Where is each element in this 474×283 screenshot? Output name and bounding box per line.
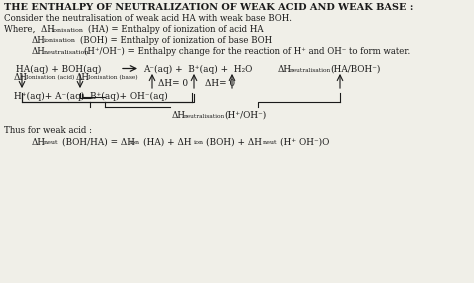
Text: (H⁺ OH⁻)O: (H⁺ OH⁻)O xyxy=(280,138,329,147)
Text: HA(aq) + BOH(aq): HA(aq) + BOH(aq) xyxy=(16,65,101,74)
Text: neutralisation: neutralisation xyxy=(44,50,90,55)
Text: (BOH) = Enthalpy of ionization of base BOH: (BOH) = Enthalpy of ionization of base B… xyxy=(80,36,272,45)
Text: (BOH) + ΔH: (BOH) + ΔH xyxy=(206,138,262,147)
Text: Consider the neutralisation of weak acid HA with weak base BOH.: Consider the neutralisation of weak acid… xyxy=(4,14,292,23)
Text: ΔH: ΔH xyxy=(278,65,292,74)
Text: Where,  ΔH: Where, ΔH xyxy=(4,25,55,34)
Text: ΔH: ΔH xyxy=(32,36,46,45)
Text: ΔH: ΔH xyxy=(172,111,186,120)
Text: (HA) + ΔH: (HA) + ΔH xyxy=(143,138,191,147)
Text: ion: ion xyxy=(194,140,204,145)
Text: neutralisation: neutralisation xyxy=(290,68,331,72)
Text: A⁻(aq) +  B⁺(aq) +  H₂O: A⁻(aq) + B⁺(aq) + H₂O xyxy=(143,65,252,74)
Text: ionisation: ionisation xyxy=(52,27,84,33)
Text: ΔH= 0: ΔH= 0 xyxy=(205,79,235,88)
Text: Thus for weak acid :: Thus for weak acid : xyxy=(4,126,92,135)
Text: ΔH: ΔH xyxy=(32,138,46,147)
Text: (H⁺/OH⁻) = Enthalpy change for the reaction of H⁺ and OH⁻ to form water.: (H⁺/OH⁻) = Enthalpy change for the react… xyxy=(84,47,410,56)
Text: ΔH: ΔH xyxy=(32,47,46,56)
Text: neut: neut xyxy=(44,140,58,145)
Text: (HA) = Enthalpy of ionization of acid HA: (HA) = Enthalpy of ionization of acid HA xyxy=(88,25,264,34)
Text: (HA/BOH⁻): (HA/BOH⁻) xyxy=(330,65,380,74)
Text: ΔH= 0: ΔH= 0 xyxy=(158,79,188,88)
Text: THE ENTHALPY OF NEUTRALIZATION OF WEAK ACID AND WEAK BASE :: THE ENTHALPY OF NEUTRALIZATION OF WEAK A… xyxy=(4,3,413,12)
Text: ΔH: ΔH xyxy=(14,73,28,82)
Text: ion: ion xyxy=(130,140,140,145)
Text: (BOH/HA) = ΔH: (BOH/HA) = ΔH xyxy=(62,138,135,147)
Text: Ionisation (base): Ionisation (base) xyxy=(88,75,137,80)
Text: (H⁺/OH⁻): (H⁺/OH⁻) xyxy=(224,111,266,120)
Text: ionisation: ionisation xyxy=(44,38,76,44)
Text: neutralisation: neutralisation xyxy=(184,113,225,119)
Text: neut: neut xyxy=(263,140,277,145)
Text: H⁺(aq)+ A⁻(aq)  B⁺(aq)+ OH⁻(aq): H⁺(aq)+ A⁻(aq) B⁺(aq)+ OH⁻(aq) xyxy=(14,92,168,101)
Text: Ionisation (acid): Ionisation (acid) xyxy=(26,75,74,80)
Text: ΔH: ΔH xyxy=(76,73,90,82)
